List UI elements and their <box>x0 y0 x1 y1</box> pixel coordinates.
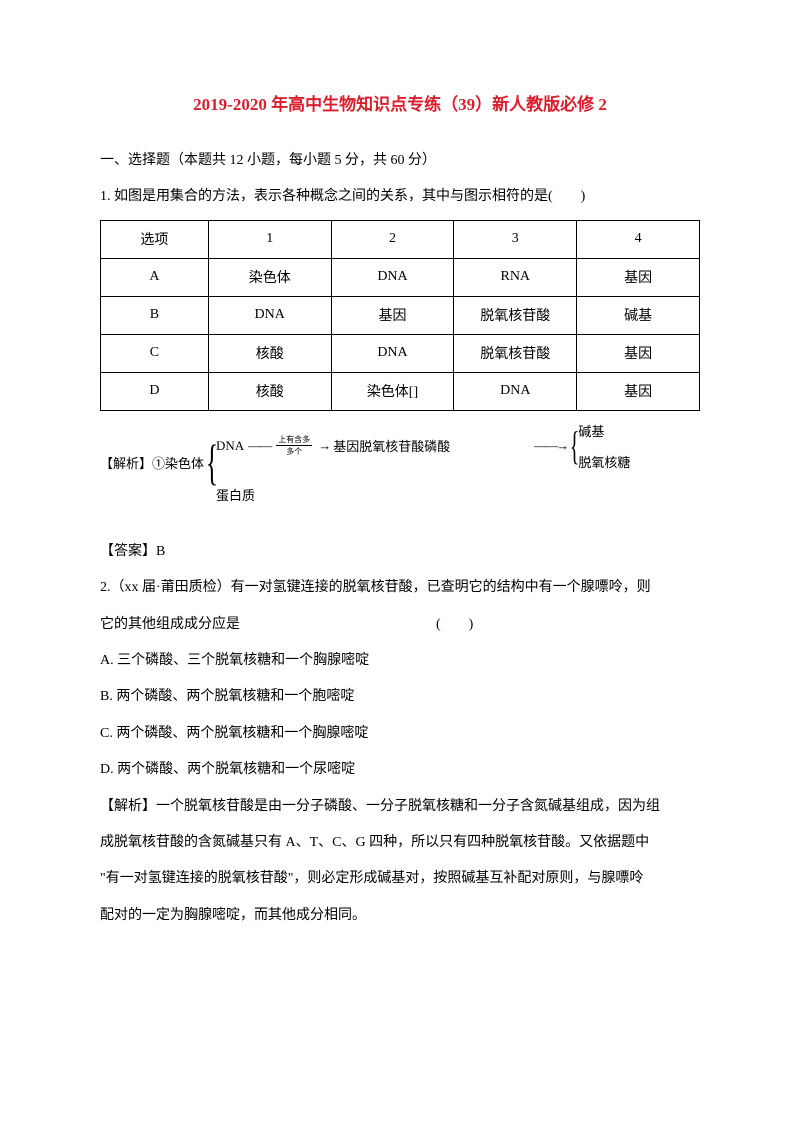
table-row: A 染色体 DNA RNA 基因 <box>101 258 700 296</box>
table-cell: DNA <box>454 372 577 410</box>
table-cell: 核酸 <box>208 334 331 372</box>
q2-stem-line1: 2.（xx 届·莆田质检）有一对氢键连接的脱氧核苷酸，已查明它的结构中有一个腺嘌… <box>100 570 700 606</box>
table-cell: 核酸 <box>208 372 331 410</box>
table-cell: 基因 <box>577 334 700 372</box>
table-cell: 碱基 <box>577 296 700 334</box>
table-header-cell: 4 <box>577 220 700 258</box>
diagram-bottom: 蛋白质 <box>216 485 630 504</box>
diagram-label: 【解析】①染色体 <box>100 453 204 472</box>
brace-icon: { <box>570 434 580 458</box>
table-cell: DNA <box>331 334 454 372</box>
q2-explain-line: 【解析】一个脱氧核苷酸是由一分子磷酸、一分子脱氧核糖和一分子含氮碱基组成，因为组 <box>100 789 700 825</box>
table-cell: DNA <box>208 296 331 334</box>
table-cell: 脱氧核苷酸 <box>454 296 577 334</box>
q2-option-d: D. 两个磷酸、两个脱氧核糖和一个尿嘧啶 <box>100 752 700 788</box>
q2-explain-line: 成脱氧核苷酸的含氮碱基只有 A、T、C、G 四种，所以只有四种脱氧核苷酸。又依据… <box>100 825 700 861</box>
table-header-cell: 2 <box>331 220 454 258</box>
q1-table: 选项 1 2 3 4 A 染色体 DNA RNA 基因 B DNA 基因 脱氧核… <box>100 220 700 411</box>
table-cell: D <box>101 372 209 410</box>
table-cell: B <box>101 296 209 334</box>
q1-answer: 【答案】B <box>100 534 700 570</box>
diagram-right-bottom: 脱氧核糖 <box>578 452 630 471</box>
section-heading: 一、选择题（本题共 12 小题，每小题 5 分，共 60 分） <box>100 143 700 179</box>
q1-stem: 1. 如图是用集合的方法，表示各种概念之间的关系，其中与图示相符的是( ) <box>100 179 700 215</box>
arrow-icon: → <box>318 438 329 454</box>
document-title: 2019-2020 年高中生物知识点专练（39）新人教版必修 2 <box>100 90 700 115</box>
table-cell: RNA <box>454 258 577 296</box>
q2-stem-line2: 它的其他组成成分应是 ( ) <box>100 607 700 643</box>
table-row: 选项 1 2 3 4 <box>101 220 700 258</box>
table-cell: 染色体[] <box>331 372 454 410</box>
table-cell: 染色体 <box>208 258 331 296</box>
q2-explain-line: 配对的一定为胸腺嘧啶，而其他成分相同。 <box>100 898 700 934</box>
q2-explain-line: "有一对氢键连接的脱氧核苷酸"，则必定形成碱基对，按照碱基互补配对原则，与腺嘌呤 <box>100 861 700 897</box>
table-header-cell: 选项 <box>101 220 209 258</box>
table-row: D 核酸 染色体[] DNA 基因 <box>101 372 700 410</box>
q2-option-b: B. 两个磷酸、两个脱氧核糖和一个胞嘧啶 <box>100 679 700 715</box>
table-cell: 基因 <box>577 372 700 410</box>
diagram-frac-bottom: 多个 <box>286 446 302 457</box>
table-cell: DNA <box>331 258 454 296</box>
q1-diagram: 【解析】①染色体 { DNA —— 上有含多 多个 → 基因脱氧核苷酸磷酸 ——… <box>100 421 700 504</box>
table-row: C 核酸 DNA 脱氧核苷酸 基因 <box>101 334 700 372</box>
diagram-right-top: 碱基 <box>578 421 630 440</box>
arrow-icon: ——→ <box>534 438 567 454</box>
table-cell: 基因 <box>331 296 454 334</box>
diagram-frac-top: 上有含多 <box>276 434 312 446</box>
table-cell: A <box>101 258 209 296</box>
brace-icon: { <box>206 447 218 477</box>
q2-option-a: A. 三个磷酸、三个脱氧核糖和一个胸腺嘧啶 <box>100 643 700 679</box>
arrow-icon: —— <box>248 438 270 454</box>
table-header-cell: 3 <box>454 220 577 258</box>
table-cell: 脱氧核苷酸 <box>454 334 577 372</box>
diagram-dna: DNA <box>216 438 244 454</box>
table-cell: 基因 <box>577 258 700 296</box>
table-row: B DNA 基因 脱氧核苷酸 碱基 <box>101 296 700 334</box>
table-header-cell: 1 <box>208 220 331 258</box>
table-cell: C <box>101 334 209 372</box>
diagram-mid: 基因脱氧核苷酸磷酸 <box>333 436 450 455</box>
q2-option-c: C. 两个磷酸、两个脱氧核糖和一个胸腺嘧啶 <box>100 716 700 752</box>
